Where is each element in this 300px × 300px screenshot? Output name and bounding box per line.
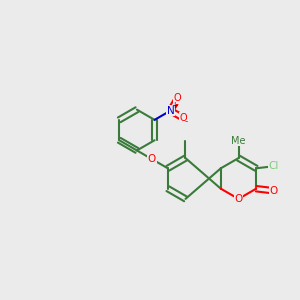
Text: O: O bbox=[179, 113, 187, 123]
Text: O: O bbox=[174, 93, 182, 103]
Text: +: + bbox=[171, 101, 177, 110]
Text: O: O bbox=[234, 194, 243, 204]
Text: -: - bbox=[185, 117, 188, 126]
Text: Me: Me bbox=[231, 136, 246, 146]
Text: O: O bbox=[148, 154, 156, 164]
Text: O: O bbox=[269, 186, 278, 196]
Text: Cl: Cl bbox=[268, 161, 279, 171]
Text: N: N bbox=[167, 106, 174, 116]
